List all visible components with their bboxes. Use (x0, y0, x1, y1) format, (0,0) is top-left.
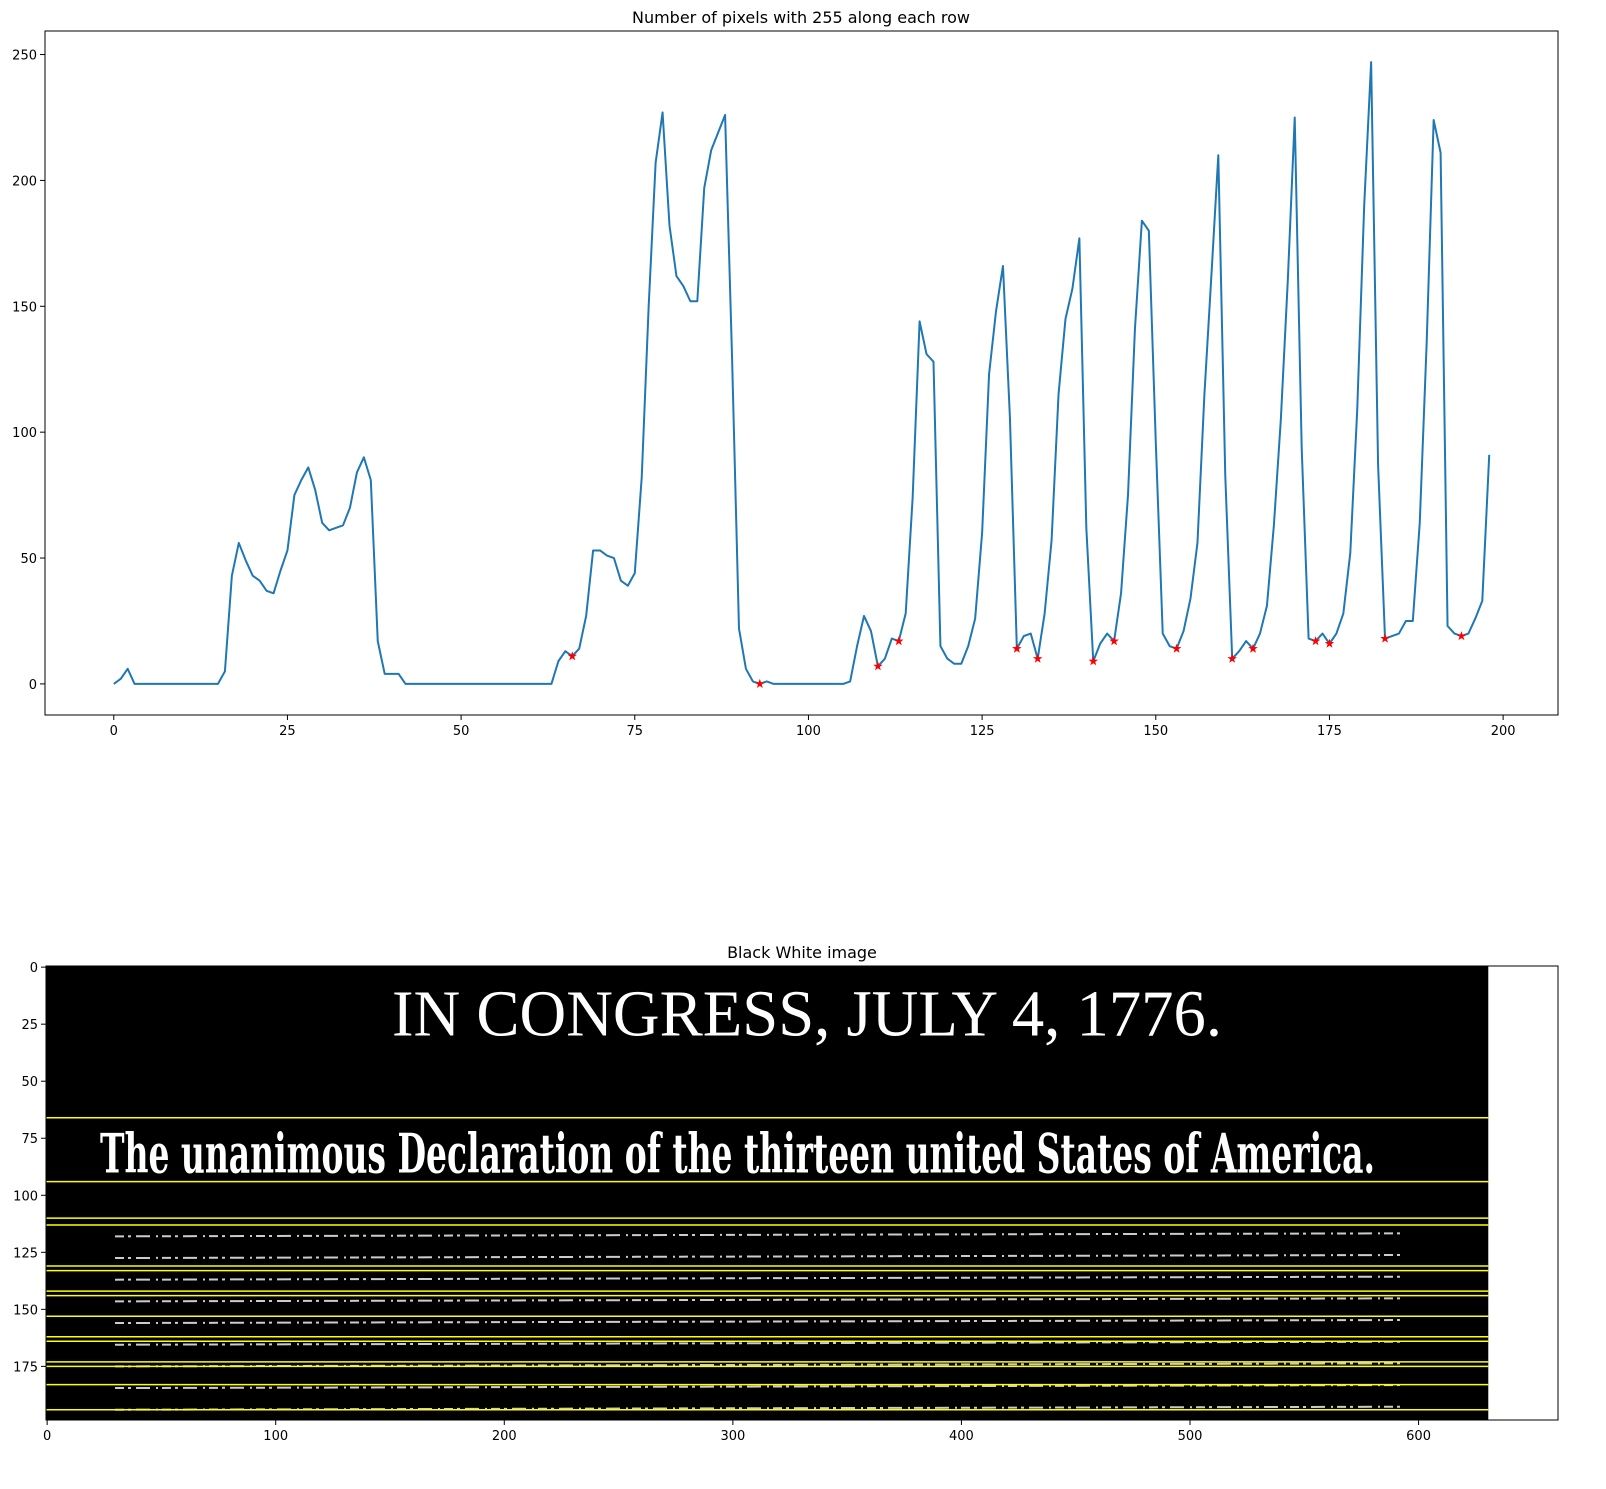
x-tick-label: 75 (627, 724, 644, 739)
peak-marker (755, 678, 765, 688)
handwriting (114, 1340, 1401, 1346)
x-tick-label: 150 (1143, 724, 1168, 739)
x-tick-label: 175 (1317, 724, 1342, 739)
y-tick-label: 150 (12, 300, 37, 315)
peak-marker (1248, 643, 1258, 653)
peak-marker (1324, 638, 1335, 648)
peak-marker (1012, 643, 1022, 653)
y-tick-label: 0 (29, 678, 37, 693)
y-tick-label: 50 (21, 1075, 38, 1090)
image-text: The unanimous Declaration of the thirtee… (100, 1121, 1375, 1185)
peak-marker (1032, 653, 1043, 663)
chart-title: Black White image (727, 943, 877, 962)
x-tick-label: 0 (43, 1429, 51, 1444)
peak-marker (1088, 656, 1098, 666)
chart-title: Number of pixels with 255 along each row (632, 8, 970, 27)
y-tick-label: 200 (12, 174, 37, 189)
x-tick-label: 400 (949, 1429, 974, 1444)
peak-marker (1109, 636, 1119, 646)
peak-marker (1227, 653, 1237, 663)
y-tick-label: 175 (13, 1360, 38, 1375)
y-tick-label: 100 (13, 1189, 38, 1204)
x-tick-label: 300 (720, 1429, 745, 1444)
handwriting (114, 1254, 1401, 1260)
x-tick-label: 500 (1178, 1429, 1203, 1444)
x-tick-label: 200 (492, 1429, 517, 1444)
x-tick-label: 50 (453, 724, 470, 739)
x-tick-label: 200 (1491, 724, 1516, 739)
x-tick-label: 125 (970, 724, 995, 739)
handwriting (114, 1319, 1401, 1325)
x-tick-label: 25 (279, 724, 296, 739)
y-tick-label: 125 (13, 1246, 38, 1261)
y-tick-label: 150 (13, 1303, 38, 1318)
peak-marker (1171, 643, 1182, 653)
x-tick-label: 0 (110, 724, 118, 739)
peak-marker (1310, 636, 1321, 646)
y-tick-label: 0 (30, 961, 38, 976)
x-tick-label: 600 (1406, 1429, 1431, 1444)
handwriting (114, 1232, 1401, 1238)
peak-marker (1380, 633, 1390, 643)
peak-marker (873, 661, 883, 671)
peak-marker (894, 636, 904, 646)
y-tick-label: 100 (12, 426, 37, 441)
x-tick-label: 100 (263, 1429, 288, 1444)
handwriting (114, 1384, 1401, 1390)
data-line (113, 61, 1491, 685)
handwriting (114, 1275, 1401, 1281)
handwriting (114, 1297, 1401, 1303)
axes-frame (45, 965, 1559, 1421)
peak-marker (567, 651, 577, 661)
image-text: IN CONGRESS, JULY 4, 1776. (392, 978, 1222, 1051)
y-tick-label: 250 (12, 49, 37, 64)
y-tick-label: 25 (21, 1018, 38, 1033)
x-tick-label: 100 (796, 724, 821, 739)
y-tick-label: 50 (20, 552, 37, 567)
peak-marker (1456, 631, 1467, 641)
y-tick-label: 75 (21, 1132, 38, 1147)
plot-area (44, 30, 1559, 716)
